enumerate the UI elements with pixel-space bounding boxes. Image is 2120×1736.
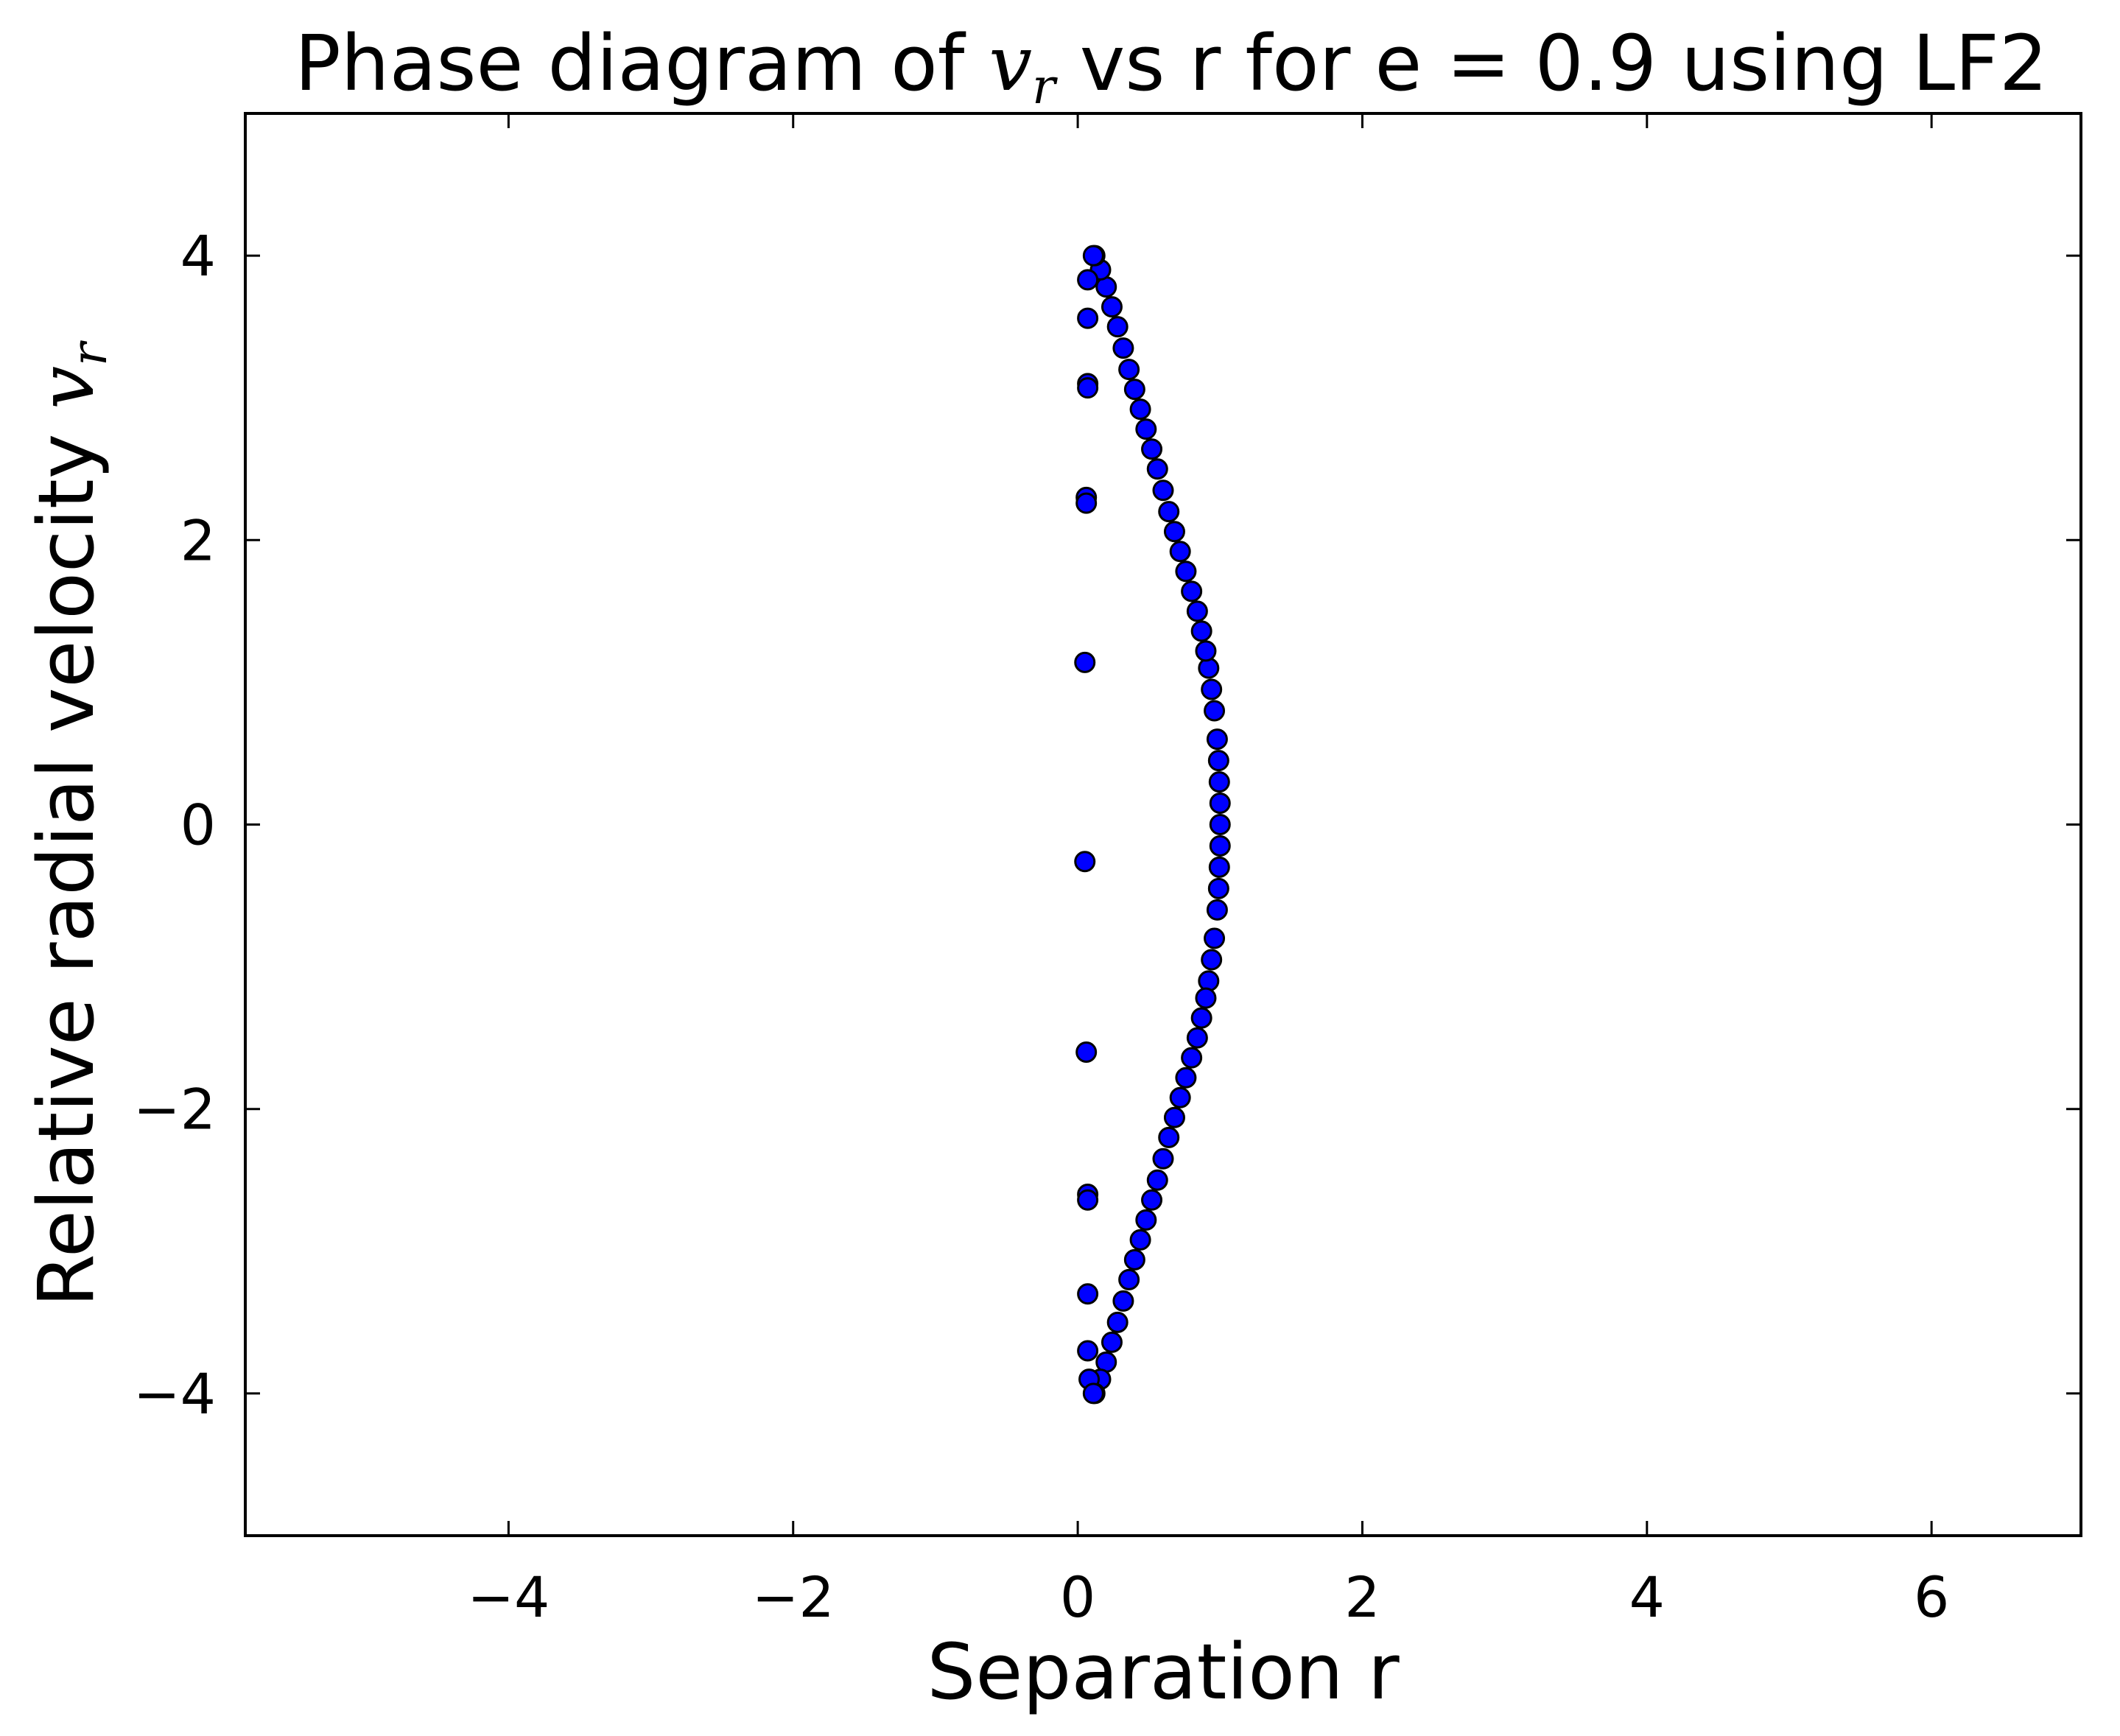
data-point (1112, 337, 1134, 359)
data-point (1195, 640, 1217, 662)
data-point (1198, 657, 1220, 679)
data-point (1209, 793, 1231, 815)
y-tick-label: 0 (180, 793, 216, 858)
data-point (1181, 1047, 1203, 1069)
data-point (1186, 1027, 1208, 1049)
y-tick-label: −2 (133, 1077, 216, 1142)
data-point (1169, 1086, 1191, 1108)
data-point (1163, 521, 1185, 543)
data-point (1135, 418, 1157, 440)
x-tick-label: −4 (467, 1564, 550, 1630)
x-tick-label: 0 (1060, 1564, 1095, 1630)
data-point (1206, 899, 1228, 921)
data-point (1207, 877, 1229, 899)
scatter-series (1074, 245, 1231, 1405)
data-point (1204, 700, 1226, 722)
data-point (1201, 678, 1223, 700)
y-tick-label: 4 (180, 223, 216, 289)
data-point (1101, 296, 1123, 318)
data-point (1112, 1290, 1134, 1312)
data-point (1077, 1283, 1099, 1305)
data-point (1074, 851, 1096, 873)
data-point (1123, 379, 1145, 401)
data-point (1158, 501, 1180, 523)
x-tick-label: 6 (1914, 1564, 1949, 1630)
data-point (1118, 1268, 1140, 1290)
data-point (1207, 750, 1229, 772)
data-point (1190, 620, 1212, 642)
data-point (1175, 560, 1197, 583)
data-point (1195, 987, 1217, 1009)
data-point (1209, 814, 1231, 835)
data-point (1077, 269, 1099, 291)
data-point (1141, 438, 1163, 460)
data-point (1186, 600, 1208, 622)
data-point (1106, 1311, 1129, 1333)
data-point (1198, 970, 1220, 992)
axis-ticks: −4 −2 0 2 4 6 −4 −2 0 2 4 (133, 113, 2081, 1630)
data-point (1175, 1066, 1197, 1089)
data-point (1082, 1382, 1104, 1405)
data-point (1101, 1331, 1123, 1353)
data-point (1077, 377, 1099, 399)
data-point (1163, 1106, 1185, 1128)
data-point (1190, 1007, 1212, 1029)
y-axis-label: Relative radial velocity vr (21, 340, 118, 1307)
y-tick-label: −4 (133, 1361, 216, 1427)
data-point (1123, 1248, 1145, 1271)
x-tick-label: −2 (752, 1564, 835, 1630)
data-point (1129, 398, 1151, 421)
data-point (1146, 1169, 1168, 1191)
data-point (1129, 1229, 1151, 1251)
data-point (1169, 541, 1191, 563)
data-point (1141, 1189, 1163, 1211)
data-point (1146, 458, 1168, 480)
data-point (1075, 492, 1098, 514)
data-point (1075, 1041, 1098, 1063)
data-point (1208, 856, 1230, 878)
data-point (1208, 771, 1230, 793)
chart-title: Phase diagram of vr vs r for e = 0.9 usi… (295, 18, 2048, 115)
x-tick-label: 4 (1629, 1564, 1665, 1630)
data-point (1077, 1189, 1099, 1211)
data-point (1209, 834, 1231, 857)
data-point (1077, 307, 1099, 329)
data-point (1118, 359, 1140, 381)
data-point (1082, 245, 1104, 267)
y-tick-label: 2 (180, 507, 216, 573)
data-point (1135, 1209, 1157, 1231)
data-point (1077, 1340, 1099, 1362)
data-point (1074, 651, 1096, 673)
data-point (1181, 580, 1203, 602)
data-point (1201, 949, 1223, 971)
data-point (1106, 316, 1129, 338)
data-point (1206, 728, 1228, 751)
data-point (1204, 927, 1226, 949)
x-axis-label: Separation r (927, 1627, 1400, 1717)
data-point (1152, 1148, 1174, 1170)
data-point (1158, 1126, 1180, 1148)
data-point (1152, 479, 1174, 502)
x-tick-label: 2 (1344, 1564, 1380, 1630)
